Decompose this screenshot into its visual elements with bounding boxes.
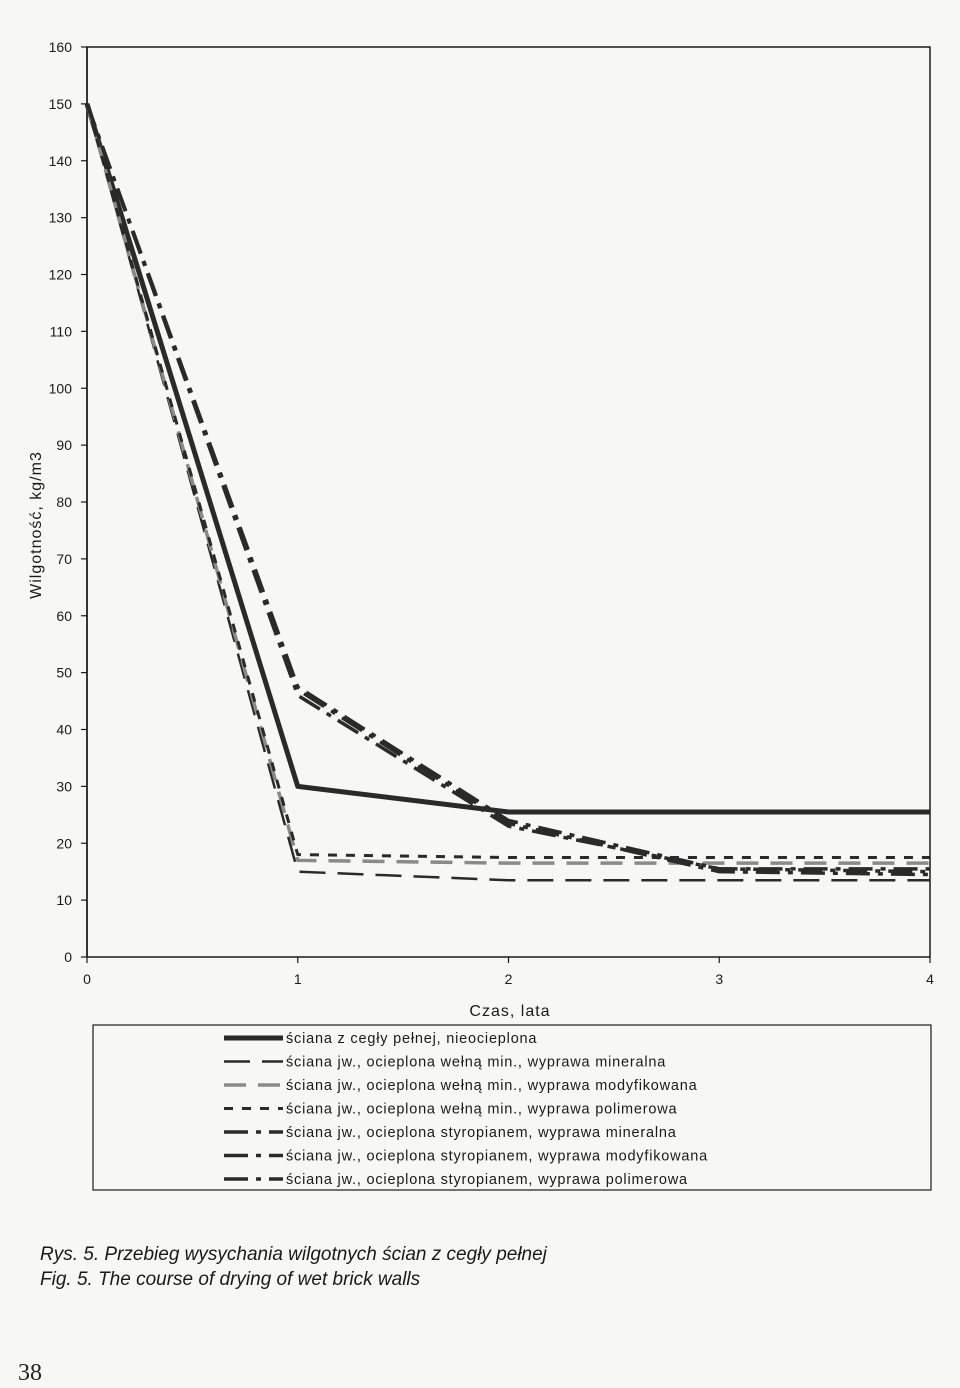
series-line-4 bbox=[85, 103, 930, 859]
x-axis: 0 1 2 3 4 bbox=[83, 957, 934, 987]
y-axis-title: Wilgotność, kg/m3 bbox=[28, 451, 45, 599]
series-line-7 bbox=[85, 103, 930, 871]
y-tick-label: 160 bbox=[49, 39, 73, 55]
x-tick-label: 2 bbox=[505, 971, 513, 987]
legend-label: ściana jw., ocieplona styropianem, wypra… bbox=[286, 1149, 708, 1165]
legend-label: ściana jw., ocieplona wełną min., wypraw… bbox=[286, 1078, 698, 1094]
series-layer bbox=[84, 103, 931, 882]
figure-caption-polish: Rys. 5. Przebieg wysychania wilgotnych ś… bbox=[40, 1244, 547, 1265]
y-tick-label: 10 bbox=[56, 892, 72, 908]
y-tick-label: 70 bbox=[56, 551, 72, 567]
y-tick-label: 30 bbox=[56, 778, 72, 794]
series-line-5 bbox=[85, 103, 931, 877]
y-tick-label: 80 bbox=[56, 494, 72, 510]
drying-chart: 0102030405060708090100110120130140150160… bbox=[28, 39, 934, 1191]
y-tick-label: 130 bbox=[49, 210, 73, 226]
y-tick-label: 0 bbox=[64, 949, 72, 965]
series-line-1 bbox=[84, 103, 930, 815]
legend-label: ściana z cegły pełnej, nieocieplona bbox=[286, 1031, 537, 1047]
y-tick-label: 120 bbox=[49, 267, 73, 283]
legend-label: ściana jw., ocieplona wełną min., wypraw… bbox=[286, 1102, 678, 1118]
x-axis-title: Czas, lata bbox=[469, 1003, 550, 1020]
series-line-3 bbox=[85, 103, 930, 865]
x-tick-label: 4 bbox=[926, 971, 934, 987]
y-tick-label: 100 bbox=[49, 380, 73, 396]
y-tick-label: 20 bbox=[56, 835, 72, 851]
y-tick-label: 110 bbox=[50, 323, 73, 339]
y-tick-label: 90 bbox=[56, 437, 72, 453]
legend-label: ściana jw., ocieplona wełną min., wypraw… bbox=[286, 1055, 666, 1071]
x-tick-label: 0 bbox=[83, 971, 91, 987]
figure-caption-english: Fig. 5. The course of drying of wet bric… bbox=[40, 1269, 421, 1290]
series-line-2 bbox=[85, 103, 930, 882]
y-tick-label: 40 bbox=[56, 722, 72, 738]
y-tick-label: 60 bbox=[56, 608, 72, 624]
series-line-6 bbox=[85, 103, 931, 874]
y-tick-label: 50 bbox=[56, 665, 72, 681]
x-tick-label: 1 bbox=[294, 971, 302, 987]
x-tick-label: 3 bbox=[715, 971, 723, 987]
y-tick-label: 140 bbox=[49, 153, 73, 169]
page-number: 38 bbox=[18, 1360, 42, 1386]
legend-label: ściana jw., ocieplona styropianem, wypra… bbox=[286, 1172, 688, 1188]
y-tick-label: 150 bbox=[49, 96, 73, 112]
legend-label: ściana jw., ocieplona styropianem, wypra… bbox=[286, 1125, 677, 1141]
legend: ściana z cegły pełnej, nieocieplona ścian… bbox=[224, 1031, 708, 1188]
y-axis: 0 10 20 30 40 50 60 70 80 90 100 110 120 130 140 150 160 bbox=[49, 39, 87, 965]
legend-box bbox=[92, 1024, 932, 1191]
